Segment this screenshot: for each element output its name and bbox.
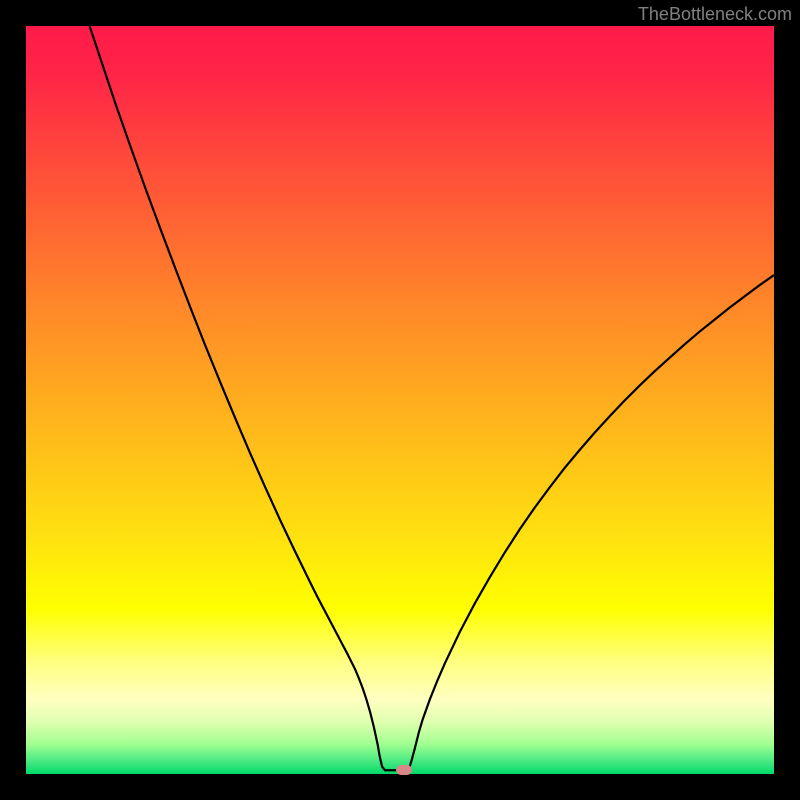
watermark-text: TheBottleneck.com [638,4,792,25]
plot-area [26,26,774,774]
bottleneck-curve [26,26,774,774]
minimum-marker [396,765,412,775]
